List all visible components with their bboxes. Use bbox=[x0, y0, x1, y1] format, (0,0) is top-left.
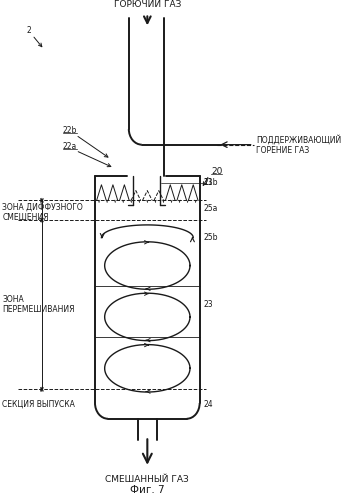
Text: СЕКЦИЯ ВЫПУСКА: СЕКЦИЯ ВЫПУСКА bbox=[2, 400, 75, 409]
Text: 2: 2 bbox=[27, 25, 31, 34]
Text: 23: 23 bbox=[204, 300, 213, 309]
Text: ПЕРЕМЕШИВАНИЯ: ПЕРЕМЕШИВАНИЯ bbox=[2, 305, 75, 314]
Text: Фиг. 7: Фиг. 7 bbox=[130, 485, 165, 495]
Text: 22b: 22b bbox=[63, 126, 77, 135]
Text: СМЕШЕНИЯ: СМЕШЕНИЯ bbox=[2, 213, 49, 222]
Text: ГОРЮЧИЙ ГАЗ: ГОРЮЧИЙ ГАЗ bbox=[114, 0, 181, 8]
Text: 22a: 22a bbox=[63, 142, 77, 151]
Text: 25a: 25a bbox=[204, 204, 218, 213]
Text: 25b: 25b bbox=[204, 233, 218, 242]
Text: ЗОНА: ЗОНА bbox=[2, 295, 24, 304]
Text: ГОРЕНИЕ ГАЗ: ГОРЕНИЕ ГАЗ bbox=[256, 146, 309, 155]
Text: 21: 21 bbox=[204, 178, 213, 187]
Text: ПОДДЕРЖИВАЮЩИЙ: ПОДДЕРЖИВАЮЩИЙ bbox=[256, 135, 341, 145]
Text: СМЕШАННЫЙ ГАЗ: СМЕШАННЫЙ ГАЗ bbox=[105, 475, 189, 484]
Text: ЗОНА ДИФФУЗНОГО: ЗОНА ДИФФУЗНОГО bbox=[2, 203, 83, 212]
Text: 13b: 13b bbox=[204, 178, 218, 187]
Text: 24: 24 bbox=[204, 400, 213, 409]
Text: 20: 20 bbox=[211, 167, 222, 176]
